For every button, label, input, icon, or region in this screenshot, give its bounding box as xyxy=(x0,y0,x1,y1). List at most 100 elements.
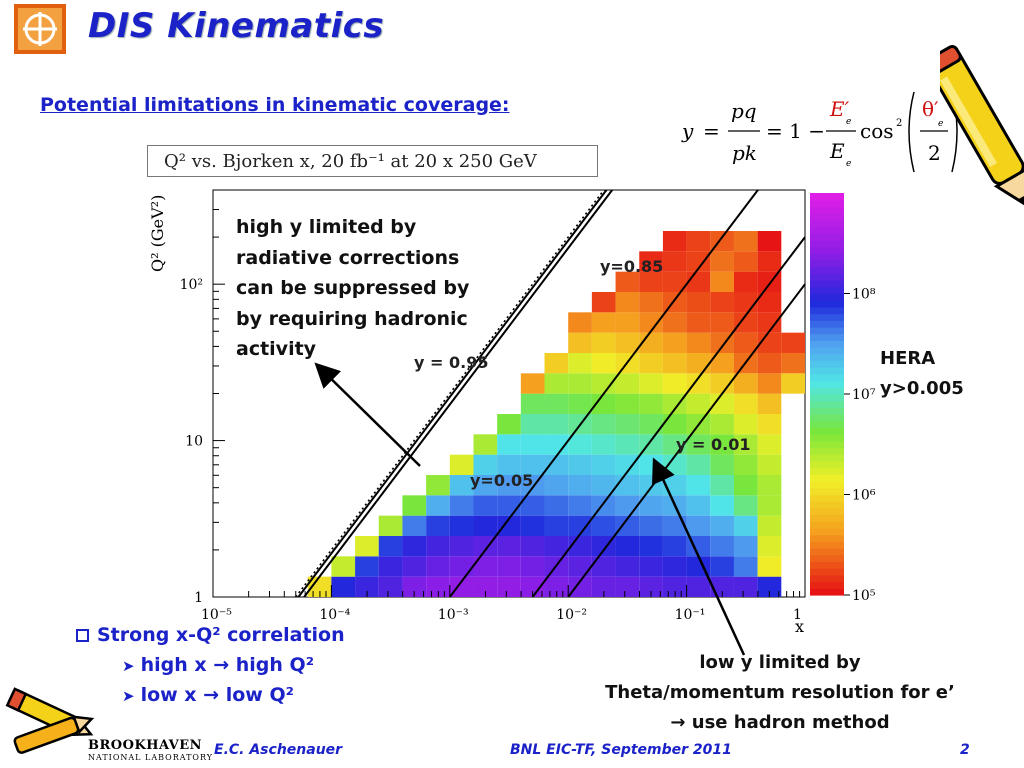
heatmap-cell xyxy=(544,373,569,394)
bullet-main: Strong x-Q² correlation xyxy=(76,620,345,650)
colorbar-segment xyxy=(810,286,844,295)
x-tick-label: 1 xyxy=(793,607,802,623)
y-line-label: y = 0.01 xyxy=(676,435,750,454)
colorbar-segment xyxy=(810,454,844,462)
formula-cos: cos xyxy=(860,119,894,143)
colorbar-segment xyxy=(810,260,844,268)
formula-eprime: E′ xyxy=(829,97,850,121)
heatmap-cell xyxy=(615,535,640,557)
colorbar-segment xyxy=(810,548,844,556)
colorbar-segment xyxy=(810,233,844,241)
heatmap-cell xyxy=(710,535,734,557)
colorbar-segment xyxy=(810,534,844,542)
heatmap-cell xyxy=(497,515,521,536)
heatmap-cell xyxy=(544,495,569,516)
colorbar-segment xyxy=(810,373,844,382)
high-y-line-3: can be suppressed by xyxy=(236,277,470,299)
hera-line-1: HERA xyxy=(880,348,936,369)
heatmap-cell xyxy=(733,230,758,252)
high-y-annotation: high y limited by radiative corrections … xyxy=(236,212,516,365)
heatmap-cell xyxy=(686,454,711,475)
heatmap-cell xyxy=(568,393,592,414)
high-y-line-4: by requiring hadronic xyxy=(236,307,468,330)
heatmap-cell xyxy=(520,454,545,475)
heatmap-cell xyxy=(568,515,592,536)
formula-pq: pq xyxy=(731,99,757,123)
heatmap-cell xyxy=(355,535,379,557)
formula-pk: pk xyxy=(732,141,757,165)
heatmap-cell xyxy=(639,291,663,313)
heatmap-cell xyxy=(426,474,450,496)
heatmap-cell xyxy=(449,515,474,536)
heatmap-cell xyxy=(639,393,663,414)
heatmap-cell xyxy=(520,535,545,557)
heatmap-cell xyxy=(733,413,758,435)
heatmap-cell xyxy=(757,373,782,394)
bnl-logo-line-1: BROOKHAVEN xyxy=(88,738,203,753)
heatmap-cell xyxy=(591,474,616,496)
heatmap-cell xyxy=(615,556,640,577)
heatmap-cell xyxy=(497,413,521,435)
heatmap-cell xyxy=(757,413,782,435)
colorbar-segment xyxy=(810,333,844,341)
colorbar-segment xyxy=(810,514,844,522)
heatmap-cell xyxy=(331,576,356,597)
x-tick-label: 10⁻³ xyxy=(438,607,469,623)
heatmap-cell xyxy=(591,312,616,333)
heatmap-cell xyxy=(710,251,734,272)
colorbar-segment xyxy=(810,340,844,348)
heatmap-cell xyxy=(568,474,592,496)
heatmap-cell xyxy=(710,454,734,475)
heatmap-cell xyxy=(402,576,427,597)
colorbar-segment xyxy=(810,313,844,321)
colorbar-segment xyxy=(810,293,844,301)
colorbar-segment xyxy=(810,554,844,563)
colorbar-segment xyxy=(810,481,844,489)
colorbar-segment xyxy=(810,414,844,422)
heatmap-cell xyxy=(449,556,474,577)
heatmap-cell xyxy=(733,312,758,333)
colorbar-segment xyxy=(810,434,844,442)
colorbar-segment xyxy=(810,273,844,281)
heatmap-cell xyxy=(568,332,592,353)
low-y-line-2: Theta/momentum resolution for e’ xyxy=(605,682,955,703)
heatmap-cell xyxy=(331,556,356,577)
heatmap-cell xyxy=(662,352,687,374)
heatmap-cell xyxy=(733,291,758,313)
high-y-line-1: high y limited by xyxy=(236,216,417,238)
colorbar-tick-label: 10⁶ xyxy=(852,488,876,504)
colorbar-segment xyxy=(810,394,844,402)
colorbar-segment xyxy=(810,300,844,308)
heatmap-cell xyxy=(402,535,427,557)
heatmap-cell xyxy=(426,495,450,516)
heatmap-cell xyxy=(497,454,521,475)
square-bullet-icon xyxy=(76,629,89,642)
colorbar-segment xyxy=(810,568,844,576)
colorbar-segment xyxy=(810,206,844,214)
colorbar-segment xyxy=(810,474,844,482)
y-line xyxy=(297,189,608,598)
heatmap-cell xyxy=(402,515,427,536)
x-tick-label: 10⁻⁵ xyxy=(201,607,232,623)
bullet-sub-2: ➤ low x → low Q² xyxy=(122,680,345,710)
formula-eq: = xyxy=(703,119,720,143)
heatmap-cell xyxy=(591,332,616,353)
colorbar-segment xyxy=(810,574,844,583)
colorbar-segment xyxy=(810,253,844,261)
heatmap-cell xyxy=(710,434,734,455)
bullet-sub-1: ➤ high x → high Q² xyxy=(122,650,345,680)
hera-annotation: HERA y>0.005 xyxy=(880,344,964,404)
heatmap-cell xyxy=(757,434,782,455)
formula-theta-sub: e xyxy=(938,119,943,129)
colorbar-segment xyxy=(810,193,844,201)
colorbar-tick-label: 10⁸ xyxy=(852,287,876,303)
heatmap-cell xyxy=(520,515,545,536)
colorbar-segment xyxy=(810,219,844,228)
heatmap-cell xyxy=(781,332,805,353)
formula-sq: 2 xyxy=(896,118,902,129)
hera-line-2: y>0.005 xyxy=(880,378,964,399)
heatmap-cell xyxy=(520,393,545,414)
y-line xyxy=(449,189,759,598)
heatmap-cell xyxy=(639,515,663,536)
